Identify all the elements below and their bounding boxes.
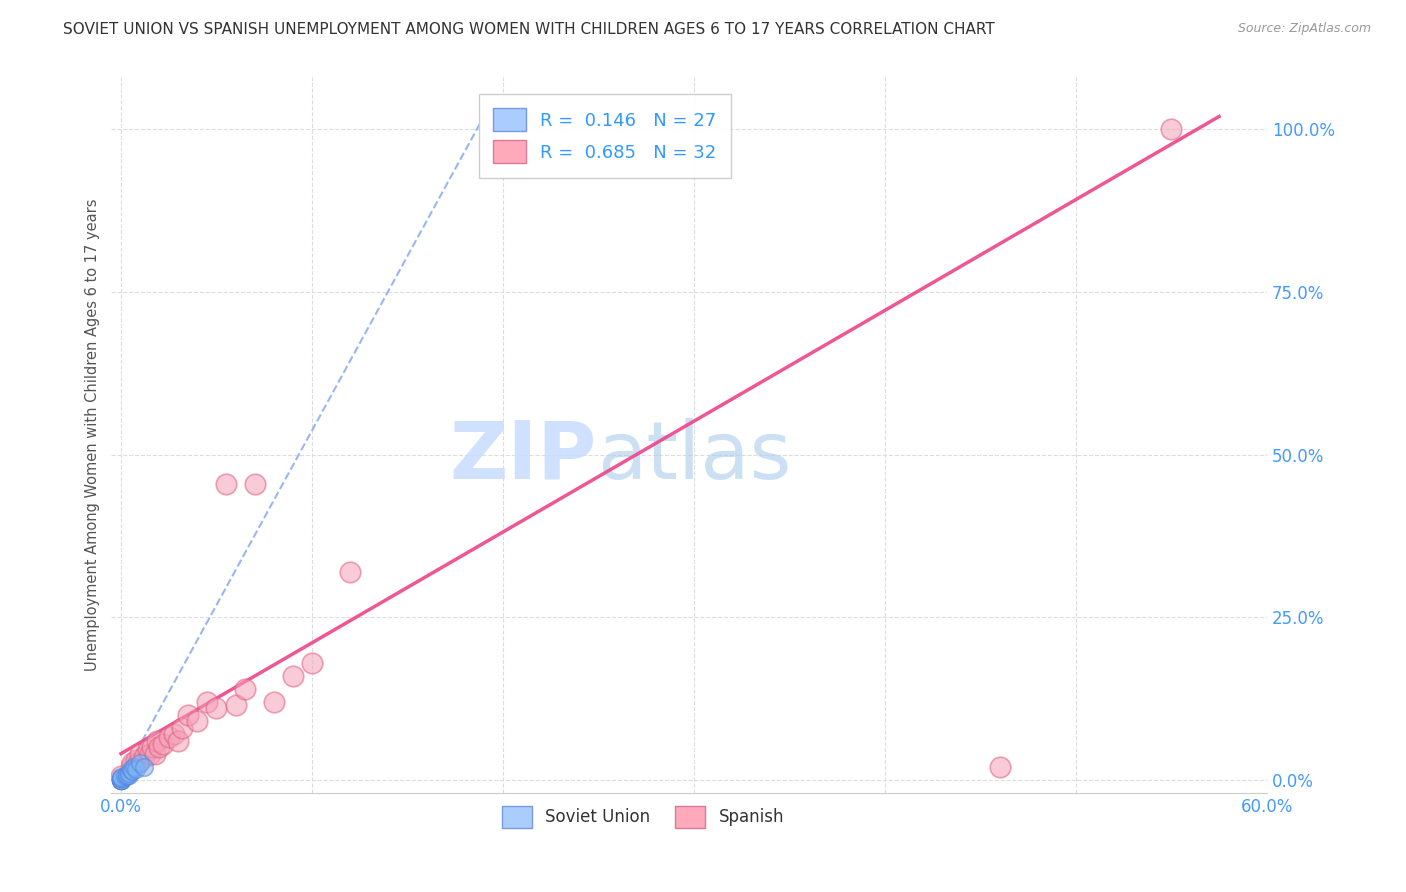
Point	[243, 476, 266, 491]
Point	[110, 772, 132, 787]
Point	[988, 759, 1011, 773]
Point	[121, 756, 143, 771]
Point	[120, 763, 142, 777]
Point	[167, 733, 190, 747]
Point	[186, 714, 208, 728]
Point	[152, 737, 174, 751]
Point	[1160, 122, 1182, 136]
Y-axis label: Unemployment Among Women with Children Ages 6 to 17 years: Unemployment Among Women with Children A…	[86, 199, 100, 672]
Point	[205, 701, 228, 715]
Point	[195, 695, 218, 709]
Point	[110, 770, 132, 784]
Point	[146, 733, 169, 747]
Text: SOVIET UNION VS SPANISH UNEMPLOYMENT AMONG WOMEN WITH CHILDREN AGES 6 TO 17 YEAR: SOVIET UNION VS SPANISH UNEMPLOYMENT AMO…	[63, 22, 995, 37]
Point	[110, 772, 132, 787]
Point	[163, 727, 186, 741]
Point	[138, 747, 160, 761]
Point	[225, 698, 247, 712]
Point	[110, 772, 132, 787]
Point	[157, 731, 180, 745]
Point	[121, 764, 143, 778]
Point	[110, 769, 132, 783]
Point	[141, 740, 163, 755]
Point	[136, 743, 159, 757]
Point	[129, 747, 152, 761]
Point	[132, 750, 155, 764]
Point	[132, 759, 155, 773]
Point	[117, 768, 139, 782]
Point	[114, 769, 136, 783]
Point	[301, 656, 323, 670]
Text: Source: ZipAtlas.com: Source: ZipAtlas.com	[1237, 22, 1371, 36]
Point	[129, 756, 152, 771]
Text: ZIP: ZIP	[450, 417, 596, 495]
Point	[110, 772, 132, 787]
Point	[263, 695, 285, 709]
Point	[110, 772, 132, 786]
Point	[110, 772, 132, 787]
Point	[281, 668, 304, 682]
Point	[172, 721, 194, 735]
Point	[110, 772, 132, 787]
Point	[120, 759, 142, 773]
Point	[110, 772, 132, 787]
Legend: Soviet Union, Spanish: Soviet Union, Spanish	[495, 799, 790, 834]
Text: atlas: atlas	[596, 417, 792, 495]
Point	[120, 762, 142, 776]
Point	[110, 771, 132, 785]
Point	[233, 681, 256, 696]
Point	[177, 707, 200, 722]
Point	[215, 476, 238, 491]
Point	[115, 768, 138, 782]
Point	[339, 565, 361, 579]
Point	[110, 772, 132, 787]
Point	[125, 762, 148, 776]
Point	[110, 772, 132, 787]
Point	[125, 753, 148, 767]
Point	[115, 769, 138, 783]
Point	[110, 772, 132, 787]
Point	[148, 740, 170, 755]
Point	[124, 759, 146, 773]
Point	[143, 747, 166, 761]
Point	[110, 772, 132, 787]
Point	[127, 756, 149, 771]
Point	[110, 772, 132, 787]
Point	[117, 766, 139, 780]
